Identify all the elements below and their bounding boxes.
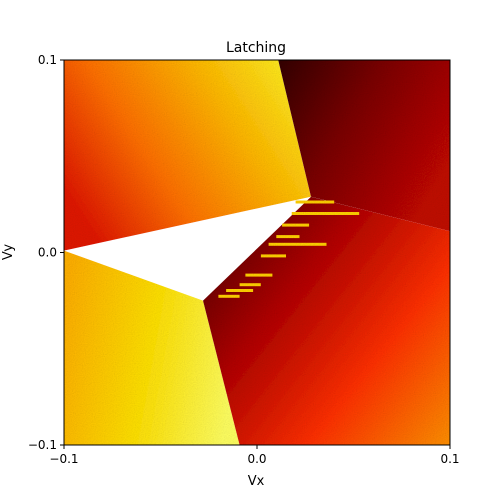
heatmap-region-lower-right: [203, 196, 450, 445]
x-axis-label: Vx: [248, 474, 265, 489]
latching-streak: [239, 283, 261, 287]
latching-streak: [226, 289, 254, 292]
x-tick-label: −0.1: [49, 452, 78, 466]
heatmap-region-upper-right: [278, 60, 450, 232]
latching-streak: [245, 273, 273, 277]
latching-streak: [260, 254, 286, 258]
y-tick-label: −0.1: [28, 438, 57, 452]
latching-streak: [282, 223, 310, 227]
heatmap-region-upper-left: [64, 60, 311, 251]
x-axis: −0.1 0.0 0.1: [49, 445, 460, 466]
latching-streak: [295, 200, 335, 204]
y-tick-label: 0.1: [38, 53, 57, 67]
x-tick-label: 0.0: [247, 452, 266, 466]
heatmap-region-lower-left: [64, 250, 240, 445]
latching-streak: [276, 235, 300, 239]
latching-streak: [218, 294, 240, 298]
y-axis-label: Vy: [1, 244, 16, 261]
latching-streak: [291, 212, 360, 215]
x-tick-label: 0.1: [440, 452, 459, 466]
plot-area: [64, 60, 450, 445]
latching-streak: [268, 242, 327, 246]
y-axis: −0.1 0.0 0.1: [28, 53, 64, 452]
y-tick-label: 0.0: [38, 246, 57, 260]
chart-title: Latching: [226, 40, 286, 56]
